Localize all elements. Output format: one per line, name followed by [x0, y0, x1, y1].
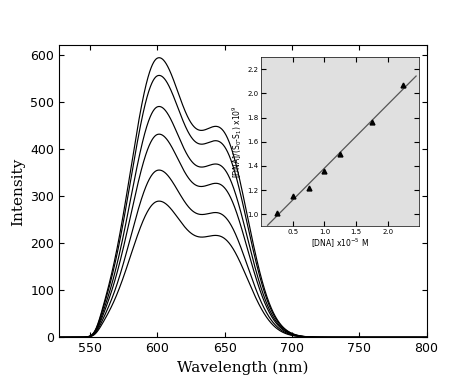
Y-axis label: Intensity: Intensity — [11, 157, 25, 226]
X-axis label: Wavelength (nm): Wavelength (nm) — [177, 361, 309, 375]
